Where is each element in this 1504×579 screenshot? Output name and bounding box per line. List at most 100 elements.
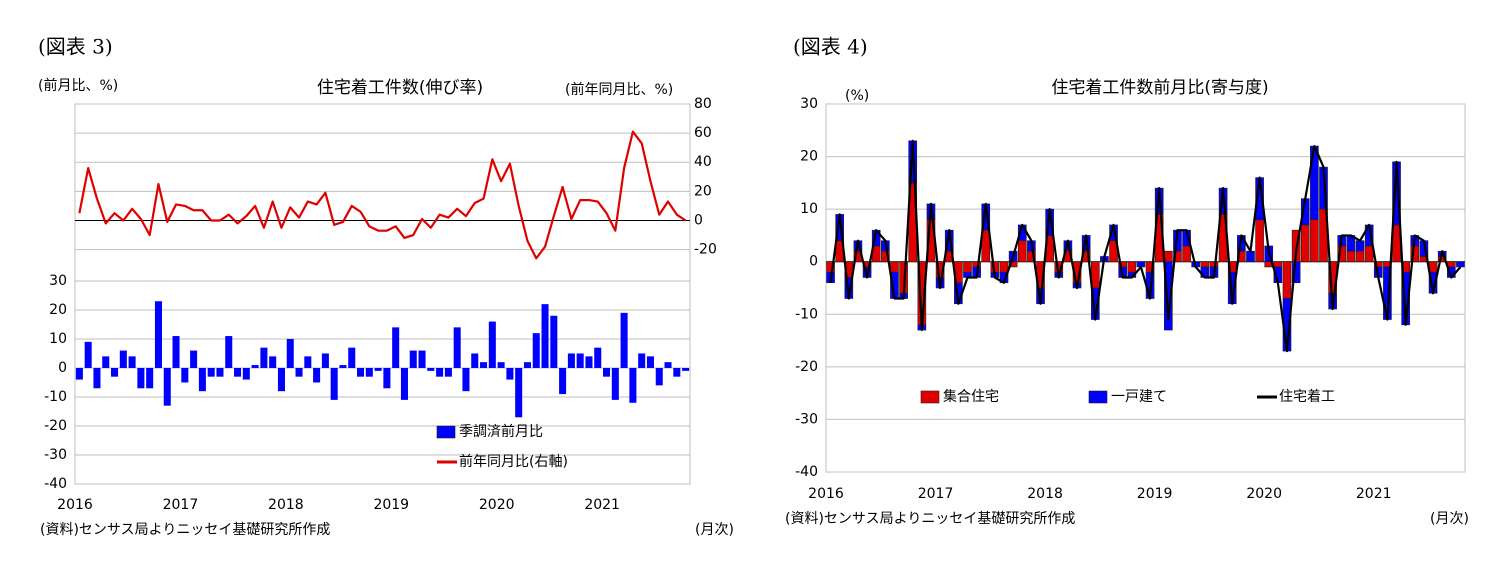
bar: [304, 356, 312, 368]
bar: [163, 367, 171, 406]
bar: [497, 362, 505, 368]
y-tick-label: -20: [44, 418, 67, 434]
legend-label: 季調済前月比: [459, 423, 543, 440]
x-unit: (月次): [1430, 511, 1469, 527]
bar: [348, 347, 356, 368]
bar: [181, 367, 189, 383]
bar: [890, 261, 899, 273]
bar: [436, 367, 444, 377]
bar: [1127, 261, 1137, 273]
bar: [567, 353, 575, 368]
legend-label: 一戸建て: [1111, 389, 1167, 405]
x-tick-label: 2018: [1027, 486, 1063, 502]
y-tick-label: 0: [58, 360, 67, 376]
y2-tick-label: 80: [694, 96, 712, 112]
y-tick-label: 0: [809, 254, 818, 270]
bar: [1282, 261, 1292, 299]
bar: [594, 347, 602, 368]
y-tick-label: -40: [44, 476, 67, 492]
bar: [251, 365, 259, 368]
bar: [1164, 261, 1173, 331]
legend-label: 集合住宅: [943, 388, 999, 405]
y-tick-label: 10: [800, 201, 818, 217]
bar: [225, 336, 233, 368]
bar: [216, 367, 224, 377]
bar: [611, 367, 619, 400]
x-tick-label: 2019: [1137, 486, 1173, 502]
bar: [242, 367, 250, 380]
bar: [1310, 219, 1319, 263]
bar: [444, 367, 452, 377]
bar: [111, 367, 119, 377]
bar: [603, 367, 611, 377]
bar: [269, 356, 277, 368]
figure-label: (図表 3): [38, 35, 113, 59]
x-tick-label: 2016: [808, 486, 844, 502]
bar: [137, 367, 145, 389]
x-tick-label: 2018: [268, 497, 304, 513]
bar: [190, 350, 198, 368]
y2-tick-label: 0: [694, 212, 703, 228]
bar: [1346, 250, 1356, 263]
bar: [102, 356, 110, 368]
bar: [234, 367, 242, 377]
bar: [93, 367, 101, 389]
bar: [409, 350, 417, 368]
bar: [638, 353, 646, 368]
bar: [277, 367, 285, 392]
bar: [532, 333, 540, 368]
bar: [84, 341, 92, 368]
bar: [1364, 245, 1374, 263]
bar: [400, 367, 408, 400]
bar: [339, 365, 347, 368]
y2-axis-label: (前年同月比、%): [565, 81, 673, 98]
bar: [462, 367, 470, 392]
x-tick-label: 2019: [373, 497, 409, 513]
bar: [1273, 261, 1283, 268]
y-tick-label: -40: [795, 464, 818, 480]
bar: [673, 367, 681, 377]
bar: [1164, 250, 1173, 263]
bar: [576, 353, 584, 368]
bar: [330, 367, 338, 400]
bar: [427, 367, 435, 371]
bar: [629, 367, 637, 403]
legend-label: 前年同月比(右軸): [459, 453, 568, 470]
bar: [75, 367, 83, 380]
x-tick-label: 2021: [584, 497, 620, 513]
bar: [365, 367, 373, 377]
bar: [1255, 219, 1264, 263]
bar: [295, 367, 303, 377]
bar: [357, 367, 365, 377]
bar: [1456, 261, 1465, 268]
bar: [321, 353, 329, 368]
bar: [550, 315, 558, 368]
source-note: (資料)センサス局よりニッセイ基礎研究所作成: [40, 521, 330, 538]
bar: [559, 367, 567, 395]
bar: [154, 301, 162, 368]
y2-tick-label: 20: [694, 183, 712, 199]
bar: [313, 367, 321, 383]
bar: [515, 367, 523, 418]
bar: [119, 350, 127, 368]
x-tick-label: 2016: [57, 497, 93, 513]
bar: [999, 261, 1009, 273]
y-axis-label: (%): [845, 88, 869, 104]
x-tick-label: 2017: [918, 486, 954, 502]
bar: [1355, 240, 1365, 252]
source-note: (資料)センサス局よりニッセイ基礎研究所作成: [785, 510, 1075, 527]
y-tick-label: -30: [44, 447, 67, 463]
bar: [655, 367, 663, 386]
y2-tick-label: 60: [694, 125, 712, 141]
bar: [146, 367, 154, 389]
bar: [1246, 250, 1255, 263]
chart-title: 住宅着工件数前月比(寄与度): [1051, 78, 1268, 98]
bar: [523, 362, 531, 368]
bar: [585, 356, 593, 368]
bar: [646, 356, 654, 368]
bar: [286, 338, 294, 368]
line: [78, 130, 687, 260]
y-tick-label: 30: [800, 96, 818, 112]
bar: [198, 367, 206, 392]
